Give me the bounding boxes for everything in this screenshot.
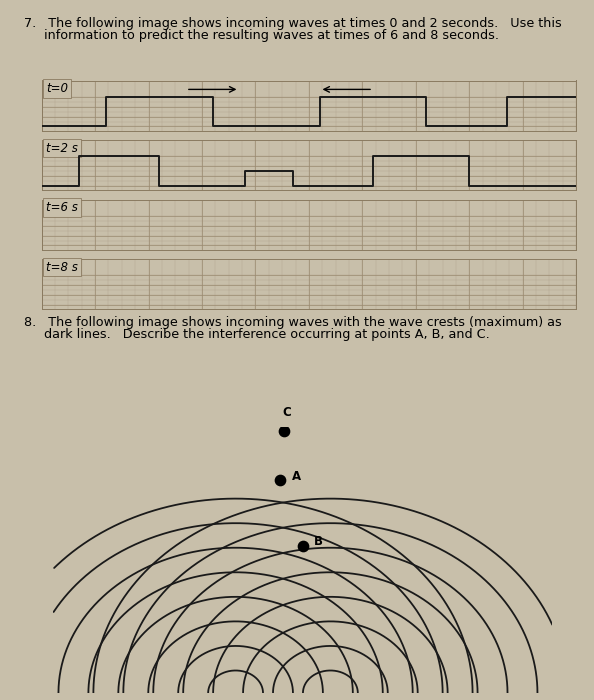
Text: B: B: [314, 535, 323, 548]
Text: A: A: [292, 470, 301, 482]
Text: dark lines.   Describe the interference occurring at points A, B, and C.: dark lines. Describe the interference oc…: [24, 328, 489, 342]
Text: t=0: t=0: [46, 82, 68, 95]
Text: 7.   The following image shows incoming waves at times 0 and 2 seconds.   Use th: 7. The following image shows incoming wa…: [24, 18, 561, 31]
Text: information to predict the resulting waves at times of 6 and 8 seconds.: information to predict the resulting wav…: [24, 29, 499, 43]
Text: t=8 s: t=8 s: [46, 260, 78, 274]
Text: C: C: [282, 406, 290, 419]
Text: t=6 s: t=6 s: [46, 201, 78, 214]
Point: [298, 540, 308, 552]
Text: 8.   The following image shows incoming waves with the wave crests (maximum) as: 8. The following image shows incoming wa…: [24, 316, 561, 330]
Point: [280, 426, 289, 437]
Point: [276, 475, 285, 486]
Text: t=2 s: t=2 s: [46, 141, 78, 155]
